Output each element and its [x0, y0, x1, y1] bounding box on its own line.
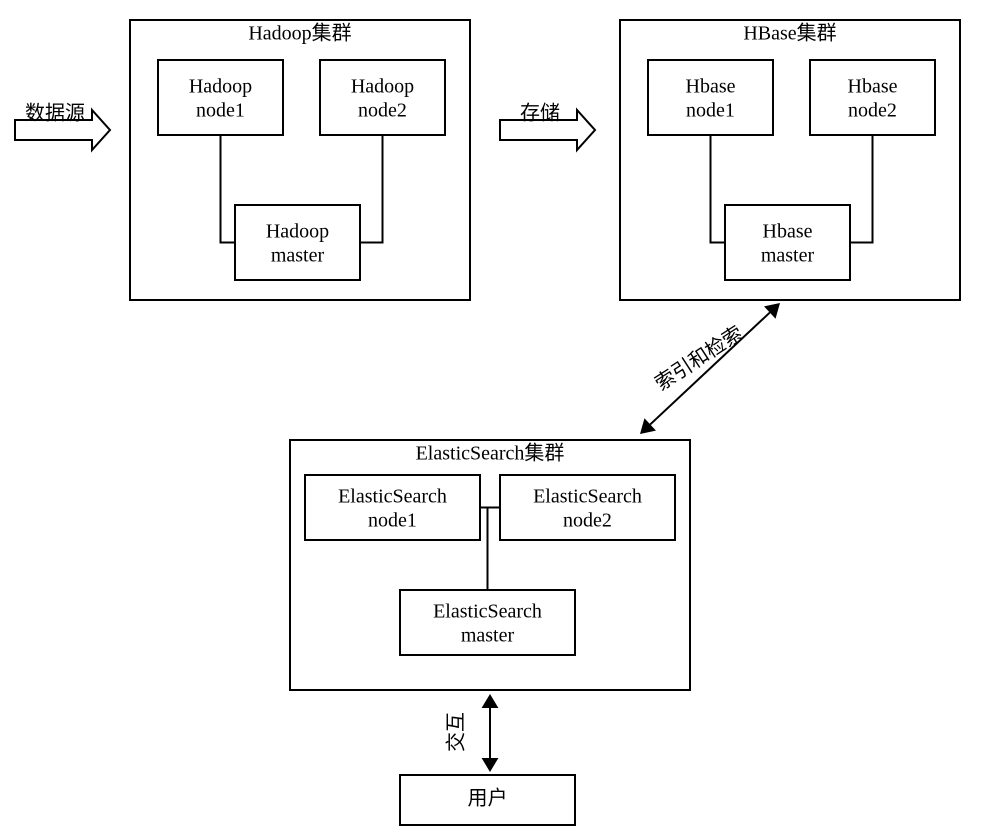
hbase-cluster-title: HBase集群 — [743, 22, 836, 45]
es-cluster-title: ElasticSearch集群 — [416, 442, 565, 465]
svg-text:ElasticSearchmaster: ElasticSearchmaster — [433, 600, 542, 646]
interact-arrow — [482, 694, 499, 772]
hadoop-connector-2 — [360, 135, 383, 243]
hbase-master: Hbasemaster — [725, 205, 850, 280]
hadoop-cluster-title: Hadoop集群 — [248, 22, 351, 45]
hadoop-node1: Hadoopnode1 — [158, 60, 283, 135]
es-cluster-rect — [290, 440, 690, 690]
index-search-arrow — [640, 303, 780, 434]
hadoop-connector-1 — [221, 135, 236, 243]
svg-text:Hadoopnode1: Hadoopnode1 — [189, 75, 252, 121]
svg-text:Hbasenode2: Hbasenode2 — [848, 75, 898, 121]
hbase-node1: Hbasenode1 — [648, 60, 773, 135]
svg-text:Hbasenode1: Hbasenode1 — [686, 75, 736, 121]
hbase-node2: Hbasenode2 — [810, 60, 935, 135]
hadoop-node2: Hadoopnode2 — [320, 60, 445, 135]
svg-text:ElasticSearchnode2: ElasticSearchnode2 — [533, 485, 642, 531]
interact-label: 交互 — [445, 712, 468, 752]
user-label: 用户 — [468, 787, 508, 810]
data-source-label: 数据源 — [25, 102, 85, 125]
svg-text:Hbasemaster: Hbasemaster — [761, 220, 815, 266]
hbase-connector-1 — [711, 135, 726, 243]
svg-text:Hadoopmaster: Hadoopmaster — [266, 220, 329, 266]
hadoop-master: Hadoopmaster — [235, 205, 360, 280]
es-master: ElasticSearchmaster — [400, 590, 575, 655]
hbase-cluster: HBase集群 Hbasenode1 Hbasenode2 Hbasemaste… — [620, 20, 960, 300]
storage-label: 存储 — [520, 102, 560, 125]
architecture-diagram: Hadoop集群 Hadoopnode1 Hadoopnode2 Hadoopm… — [0, 0, 1000, 833]
user-box: 用户 — [400, 775, 575, 825]
hadoop-cluster: Hadoop集群 Hadoopnode1 Hadoopnode2 Hadoopm… — [130, 20, 470, 300]
es-cluster: ElasticSearch集群 ElasticSearchnode1 Elast… — [290, 440, 690, 690]
svg-text:Hadoopnode2: Hadoopnode2 — [351, 75, 414, 121]
es-node1: ElasticSearchnode1 — [305, 475, 480, 540]
hbase-connector-2 — [850, 135, 873, 243]
es-node2: ElasticSearchnode2 — [500, 475, 675, 540]
index-search-label: 索引和检索 — [651, 322, 747, 396]
svg-text:ElasticSearchnode1: ElasticSearchnode1 — [338, 485, 447, 531]
